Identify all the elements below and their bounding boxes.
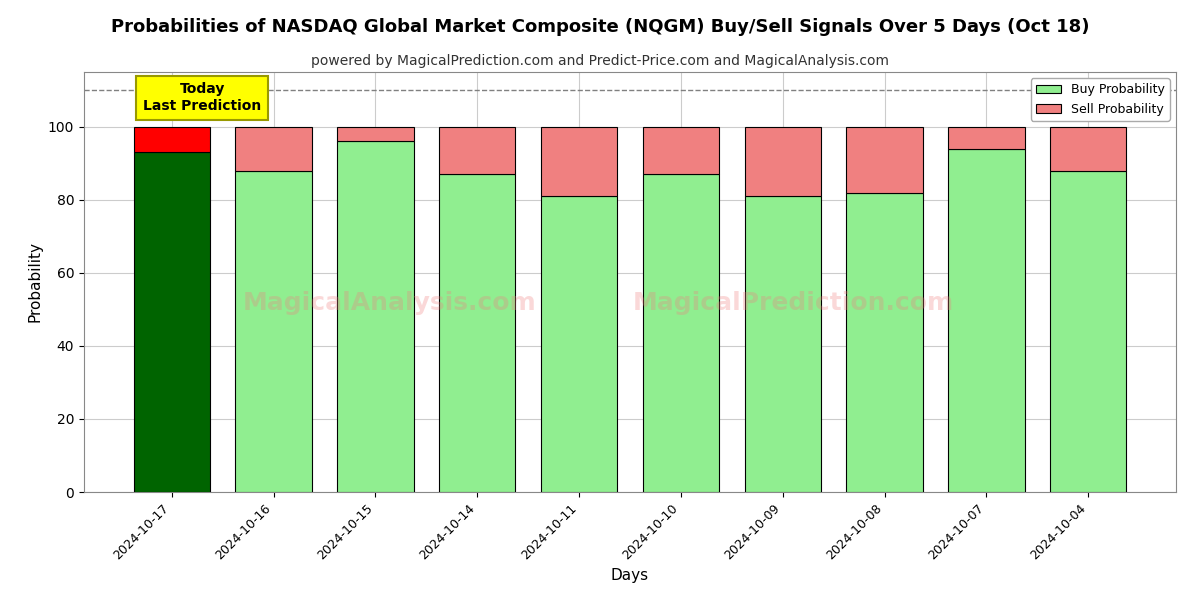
Y-axis label: Probability: Probability bbox=[28, 241, 42, 323]
Bar bbox=[1050, 170, 1127, 492]
Text: MagicalPrediction.com: MagicalPrediction.com bbox=[634, 291, 954, 315]
Bar bbox=[948, 127, 1025, 149]
Bar bbox=[133, 127, 210, 152]
Bar bbox=[846, 193, 923, 492]
X-axis label: Days: Days bbox=[611, 568, 649, 583]
Text: powered by MagicalPrediction.com and Predict-Price.com and MagicalAnalysis.com: powered by MagicalPrediction.com and Pre… bbox=[311, 54, 889, 68]
Bar bbox=[337, 127, 414, 142]
Bar bbox=[744, 127, 821, 196]
Bar bbox=[235, 127, 312, 170]
Bar bbox=[643, 127, 719, 174]
Bar bbox=[1050, 127, 1127, 170]
Legend: Buy Probability, Sell Probability: Buy Probability, Sell Probability bbox=[1031, 78, 1170, 121]
Bar bbox=[133, 152, 210, 492]
Bar bbox=[235, 170, 312, 492]
Text: Today
Last Prediction: Today Last Prediction bbox=[143, 82, 262, 113]
Text: MagicalAnalysis.com: MagicalAnalysis.com bbox=[242, 291, 536, 315]
Bar bbox=[439, 127, 516, 174]
Bar bbox=[643, 174, 719, 492]
Bar bbox=[541, 196, 617, 492]
Bar bbox=[337, 142, 414, 492]
Bar bbox=[439, 174, 516, 492]
Bar bbox=[541, 127, 617, 196]
Text: Probabilities of NASDAQ Global Market Composite (NQGM) Buy/Sell Signals Over 5 D: Probabilities of NASDAQ Global Market Co… bbox=[110, 18, 1090, 36]
Bar bbox=[948, 149, 1025, 492]
Bar bbox=[744, 196, 821, 492]
Bar bbox=[846, 127, 923, 193]
